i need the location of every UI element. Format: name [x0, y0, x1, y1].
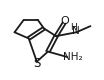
Text: S: S [34, 57, 41, 70]
Text: NH₂: NH₂ [63, 52, 83, 62]
Text: H: H [70, 23, 77, 32]
Text: O: O [60, 16, 69, 26]
Text: N: N [72, 26, 80, 36]
